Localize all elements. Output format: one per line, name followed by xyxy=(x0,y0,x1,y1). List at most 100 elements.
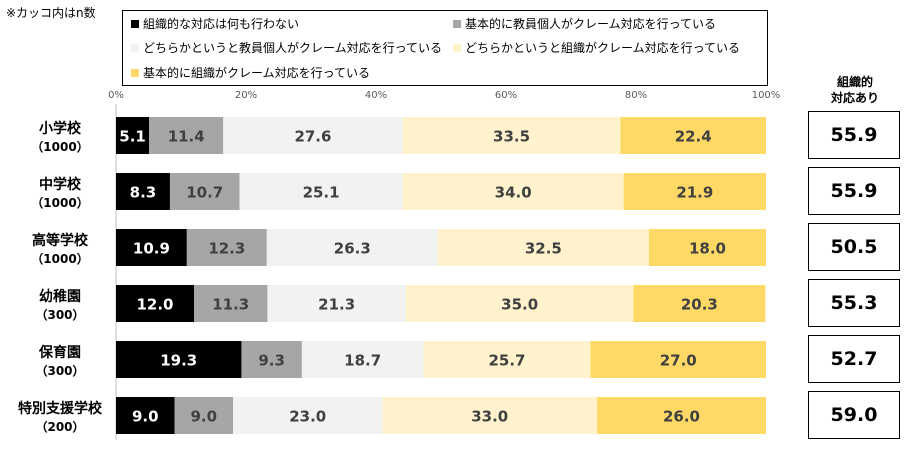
bar-segment xyxy=(174,397,233,434)
data-label: 26.0 xyxy=(663,408,700,426)
x-tick-label: 80% xyxy=(625,90,647,101)
legend-label-4: どちらかというと組織がクレーム対応を行っている xyxy=(465,41,741,55)
bar-segment xyxy=(423,341,591,378)
data-label: 27.6 xyxy=(294,128,331,146)
data-label: 8.3 xyxy=(130,184,157,202)
bar-segment xyxy=(620,117,766,154)
bar-segment xyxy=(116,229,187,266)
data-label: 22.4 xyxy=(675,128,712,146)
data-label: 20.3 xyxy=(681,296,718,314)
legend-label-1: 組織的な対応は何も行わない xyxy=(143,17,300,31)
category-label: 中学校 xyxy=(39,176,82,193)
bar-segment xyxy=(239,173,403,210)
data-label: 10.9 xyxy=(133,240,170,258)
summary-box-high-school: 50.5 xyxy=(808,223,900,271)
legend-item-4: どちらかというと組織がクレーム対応を行っている xyxy=(453,41,740,55)
category-label: 保育園 xyxy=(38,344,81,361)
legend-item-3: どちらかというと教員個人がクレーム対応を行っている xyxy=(131,41,442,55)
legend-swatch-1 xyxy=(131,20,139,28)
data-label: 9.0 xyxy=(190,408,217,426)
bar-segment xyxy=(623,173,766,210)
data-label: 9.3 xyxy=(258,352,285,370)
data-label: 33.5 xyxy=(493,128,530,146)
bar-segment xyxy=(405,285,634,322)
data-label: 34.0 xyxy=(495,184,532,202)
data-label: 9.0 xyxy=(132,408,159,426)
bar-segment xyxy=(149,117,224,154)
bar-segment xyxy=(267,285,406,322)
data-label: 11.3 xyxy=(212,296,249,314)
legend-swatch-5 xyxy=(131,69,139,77)
bar-segment xyxy=(194,285,268,322)
x-tick-label: 0% xyxy=(108,90,124,101)
category-n-label: （1000） xyxy=(31,195,88,210)
bar-segment xyxy=(116,341,242,378)
summary-box-nursery: 52.7 xyxy=(808,335,900,383)
category-label: 幼稚園 xyxy=(39,288,81,305)
data-label: 23.0 xyxy=(289,408,326,426)
bar-segment xyxy=(223,117,403,154)
bar-segment xyxy=(301,341,424,378)
summary-box-special-support: 59.0 xyxy=(808,391,900,439)
x-tick-label: 100% xyxy=(752,90,781,101)
summary-header-line2: 対応あり xyxy=(830,91,879,105)
bar-segment xyxy=(116,397,175,434)
data-label: 10.7 xyxy=(186,184,223,202)
data-label: 12.3 xyxy=(208,240,245,258)
bar-segment xyxy=(233,397,383,434)
summary-header-line1: 組織的 xyxy=(836,75,873,89)
bar-segment xyxy=(116,173,170,210)
category-label: 特別支援学校 xyxy=(18,400,103,417)
data-label: 18.7 xyxy=(344,352,381,370)
bar-segment xyxy=(597,397,766,434)
bar-segment xyxy=(402,117,621,154)
category-n-label: （200） xyxy=(35,419,84,434)
data-label: 26.3 xyxy=(334,240,371,258)
category-label: 小学校 xyxy=(39,120,82,137)
summary-box-kindergarten: 55.3 xyxy=(808,279,900,327)
bar-segment xyxy=(241,341,302,378)
data-label: 25.7 xyxy=(488,352,525,370)
bar-segment xyxy=(169,173,240,210)
data-label: 27.0 xyxy=(660,352,697,370)
bar-segment xyxy=(382,397,597,434)
category-label: 高等学校 xyxy=(32,232,89,249)
legend-swatch-2 xyxy=(453,20,461,28)
legend-swatch-3 xyxy=(131,44,139,52)
data-label: 21.3 xyxy=(318,296,355,314)
bar-segment xyxy=(186,229,267,266)
data-label: 5.1 xyxy=(119,128,146,146)
legend-label-5: 基本的に組織がクレーム対応を行っている xyxy=(143,66,371,80)
bar-segment xyxy=(266,229,438,266)
category-n-label: （1000） xyxy=(31,251,88,266)
data-label: 21.9 xyxy=(676,184,713,202)
legend-label-3: どちらかというと教員個人がクレーム対応を行っている xyxy=(143,41,443,55)
category-n-label: （1000） xyxy=(31,139,88,154)
data-label: 11.4 xyxy=(168,128,205,146)
x-tick-label: 20% xyxy=(235,90,257,101)
data-label: 19.3 xyxy=(160,352,197,370)
x-tick-label: 60% xyxy=(495,90,517,101)
bar-segment xyxy=(437,229,649,266)
legend-item-1: 組織的な対応は何も行わない xyxy=(131,17,299,31)
data-label: 32.5 xyxy=(525,240,562,258)
data-label: 12.0 xyxy=(136,296,173,314)
x-tick-label: 40% xyxy=(365,90,387,101)
legend-swatch-4 xyxy=(453,44,461,52)
sample-size-note: ※カッコ内はn数 xyxy=(6,6,96,20)
data-label: 35.0 xyxy=(501,296,538,314)
legend: 組織的な対応は何も行わない 基本的に教員個人がクレーム対応を行っている どちらか… xyxy=(122,10,768,86)
legend-item-2: 基本的に教員個人がクレーム対応を行っている xyxy=(453,17,716,31)
legend-item-5: 基本的に組織がクレーム対応を行っている xyxy=(131,66,370,80)
bar-segment xyxy=(116,117,150,154)
bar-segment xyxy=(649,229,766,266)
legend-label-2: 基本的に教員個人がクレーム対応を行っている xyxy=(465,17,717,31)
category-n-label: （300） xyxy=(35,307,84,322)
bar-segment xyxy=(590,341,766,378)
bar-segment xyxy=(116,285,194,322)
bar-segment xyxy=(402,173,624,210)
data-label: 33.0 xyxy=(471,408,508,426)
bar-segment xyxy=(633,285,766,322)
data-label: 25.1 xyxy=(303,184,340,202)
